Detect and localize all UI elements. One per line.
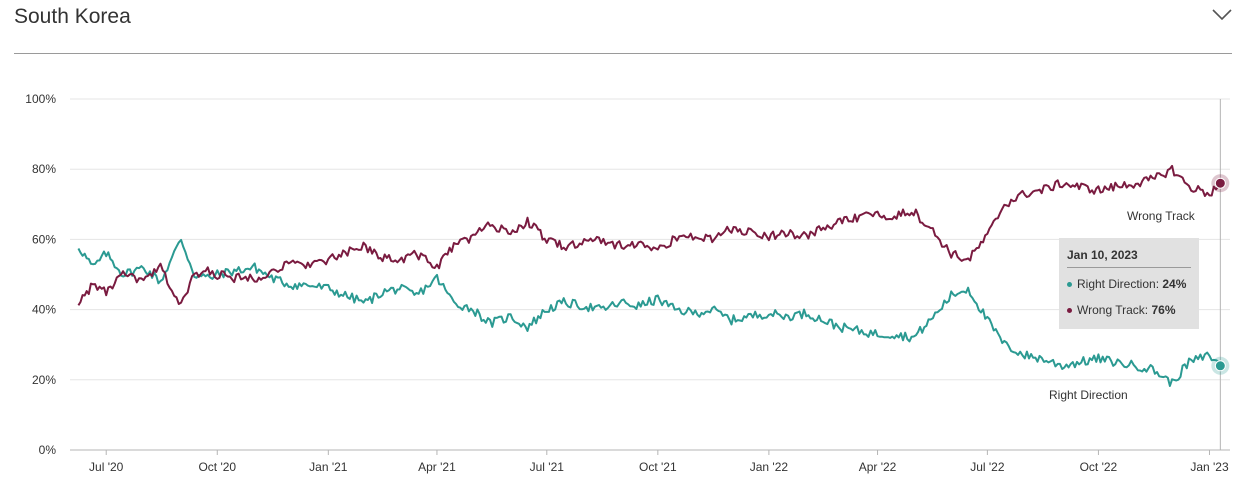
x-tick-label: Oct '21 (639, 460, 677, 474)
x-tick-label: Oct '20 (198, 460, 236, 474)
tooltip-value: 76% (1151, 303, 1176, 317)
x-tick-label: Apr '22 (859, 460, 897, 474)
page-title: South Korea (14, 5, 131, 28)
y-tick-label: 80% (32, 162, 56, 176)
x-tick-label: Jul '22 (970, 460, 1005, 474)
legend-dot-icon (1067, 282, 1072, 288)
x-tick-label: Oct '22 (1080, 460, 1118, 474)
y-tick-label: 0% (39, 443, 57, 457)
tooltip-label: Wrong Track: (1077, 303, 1149, 317)
legend-dot-icon (1067, 308, 1072, 314)
y-tick-label: 20% (32, 373, 56, 387)
hover-point-right-direction (1214, 360, 1226, 372)
tooltip-value: 24% (1162, 277, 1187, 291)
tooltip-row-wrong-track: Wrong Track: 76% (1067, 303, 1176, 317)
annotation-wrong-track: Wrong Track (1127, 209, 1196, 223)
x-tick-label: Apr '21 (418, 460, 456, 474)
chevron-down-icon[interactable] (1212, 8, 1232, 22)
tooltip-row-right-direction: Right Direction: 24% (1067, 277, 1186, 291)
annotation-right-direction: Right Direction (1049, 388, 1128, 402)
x-tick-label: Jan '23 (1190, 460, 1229, 474)
x-axis-ticks: Jul '20 Oct '20 Jan '21 Apr '21 Jul '21 Oct '… (89, 450, 1229, 474)
chart-header: South Korea (14, 0, 1232, 54)
tooltip: Jan 10, 2023 Right Direction: 24% Wrong … (1059, 238, 1199, 329)
y-tick-label: 40% (32, 303, 56, 317)
y-axis-ticks: 0% 20% 40% 60% 80% 100% (25, 92, 56, 457)
y-tick-label: 60% (32, 232, 56, 246)
x-tick-label: Jul '21 (530, 460, 565, 474)
x-tick-label: Jul '20 (89, 460, 124, 474)
tooltip-date: Jan 10, 2023 (1067, 248, 1138, 262)
hover-point-wrong-track (1214, 177, 1226, 189)
tooltip-label: Right Direction: (1077, 277, 1160, 291)
x-tick-label: Jan '21 (309, 460, 348, 474)
tooltip-divider (1067, 267, 1191, 268)
y-tick-label: 100% (25, 92, 56, 106)
grid-lines (70, 98, 1230, 451)
series-line-wrong-track (77, 164, 1222, 306)
series-lines (77, 164, 1222, 387)
hover-layer (1211, 99, 1230, 450)
series-line-right-direction (77, 238, 1222, 387)
x-tick-label: Jan '22 (750, 460, 789, 474)
